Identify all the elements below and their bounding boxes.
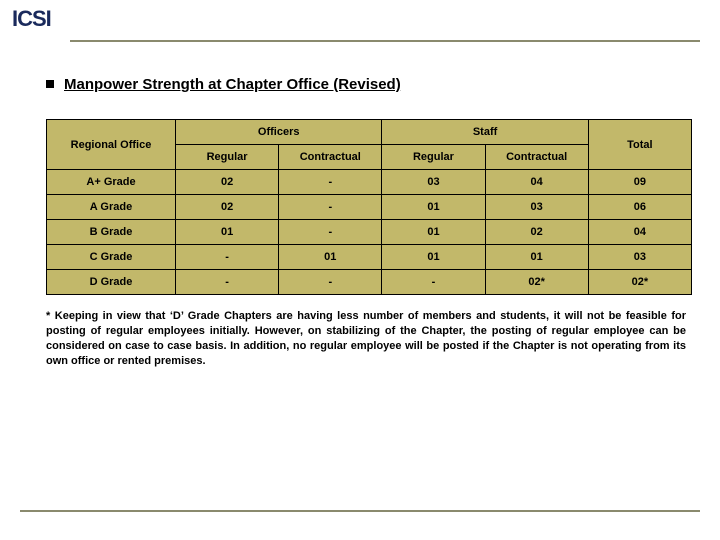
footnote: * Keeping in view that ‘D’ Grade Chapter… (46, 309, 692, 368)
top-rule (70, 40, 700, 42)
cell: - (176, 270, 279, 295)
cell: 02 (485, 220, 588, 245)
cell: 02* (485, 270, 588, 295)
cell-grade: B Grade (47, 220, 176, 245)
cell: 03 (485, 195, 588, 220)
cell: 02 (176, 195, 279, 220)
cell: - (176, 245, 279, 270)
col-staff-regular: Regular (382, 145, 485, 170)
cell: 02* (588, 270, 691, 295)
col-officers: Officers (176, 120, 382, 145)
cell: 03 (382, 170, 485, 195)
cell: - (279, 270, 382, 295)
table-row: B Grade 01 - 01 02 04 (47, 220, 692, 245)
page-title: Manpower Strength at Chapter Office (Rev… (64, 76, 401, 93)
heading-row: Manpower Strength at Chapter Office (Rev… (46, 76, 692, 93)
cell-grade: C Grade (47, 245, 176, 270)
cell: 01 (279, 245, 382, 270)
table-row: D Grade - - - 02* 02* (47, 270, 692, 295)
col-staff: Staff (382, 120, 588, 145)
bullet-icon (46, 80, 54, 88)
table-row: A Grade 02 - 01 03 06 (47, 195, 692, 220)
cell: 03 (588, 245, 691, 270)
cell-grade: A Grade (47, 195, 176, 220)
cell: 09 (588, 170, 691, 195)
bottom-rule (20, 510, 700, 512)
cell: - (279, 220, 382, 245)
cell: - (279, 195, 382, 220)
cell: - (279, 170, 382, 195)
cell: 04 (485, 170, 588, 195)
col-total: Total (588, 120, 691, 170)
col-officers-contractual: Contractual (279, 145, 382, 170)
cell: 01 (176, 220, 279, 245)
table-header-row-1: Regional Office Officers Staff Total (47, 120, 692, 145)
cell: 01 (382, 220, 485, 245)
cell: 01 (382, 195, 485, 220)
table-row: A+ Grade 02 - 03 04 09 (47, 170, 692, 195)
manpower-table: Regional Office Officers Staff Total Reg… (46, 119, 692, 295)
cell: - (382, 270, 485, 295)
cell: 06 (588, 195, 691, 220)
cell-grade: A+ Grade (47, 170, 176, 195)
cell: 01 (382, 245, 485, 270)
cell: 01 (485, 245, 588, 270)
cell-grade: D Grade (47, 270, 176, 295)
table-row: C Grade - 01 01 01 03 (47, 245, 692, 270)
cell: 02 (176, 170, 279, 195)
col-officers-regular: Regular (176, 145, 279, 170)
logo: ICSI (12, 6, 51, 32)
col-regional-office: Regional Office (47, 120, 176, 170)
cell: 04 (588, 220, 691, 245)
col-staff-contractual: Contractual (485, 145, 588, 170)
slide-content: Manpower Strength at Chapter Office (Rev… (46, 76, 692, 368)
